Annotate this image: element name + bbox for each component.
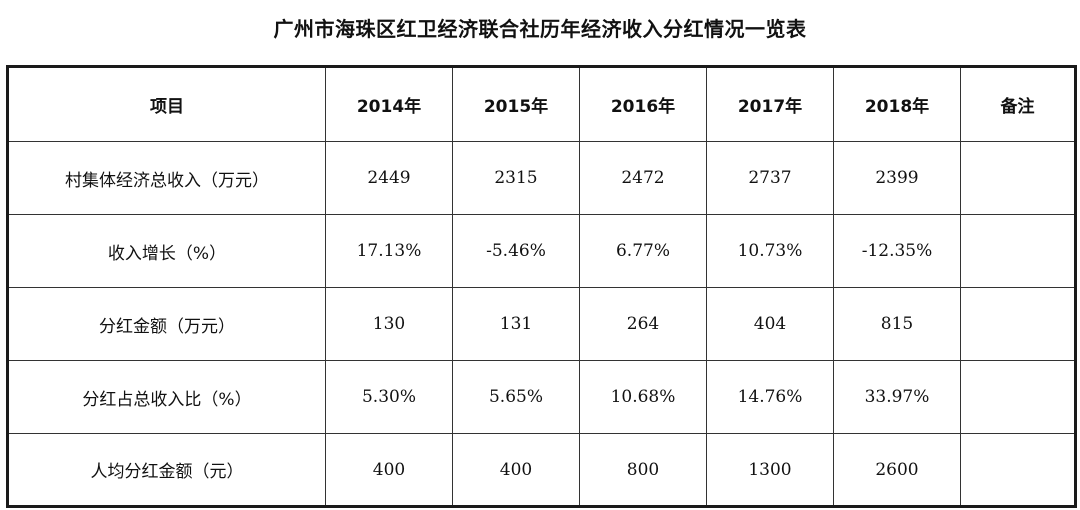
header-2015: 2015年: [452, 66, 580, 142]
table-header-row: 项目 2014年 2015年 2016年 2017年 2018年 备注: [7, 66, 1076, 142]
cell-2016: 264: [579, 287, 707, 361]
table-row-dividend-amount: 分红金额（万元） 130 131 264 404 815: [7, 287, 1076, 361]
header-2018: 2018年: [833, 66, 961, 142]
cell-2015: 400: [452, 433, 580, 507]
cell-2016: 800: [579, 433, 707, 507]
table-row-per-capita-dividend: 人均分红金额（元） 400 400 800 1300 2600: [7, 433, 1076, 507]
cell-2014: 2449: [325, 141, 453, 215]
row-label: 分红占总收入比（%）: [7, 360, 326, 434]
cell-2017: 14.76%: [706, 360, 834, 434]
cell-note: [960, 141, 1076, 215]
cell-note: [960, 214, 1076, 288]
cell-2017: 1300: [706, 433, 834, 507]
cell-2018: -12.35%: [833, 214, 961, 288]
cell-2016: 6.77%: [579, 214, 707, 288]
cell-2018: 2399: [833, 141, 961, 215]
cell-2018: 33.97%: [833, 360, 961, 434]
dividend-table: 项目 2014年 2015年 2016年 2017年 2018年 备注 村集体经…: [6, 65, 1077, 508]
cell-2018: 815: [833, 287, 961, 361]
cell-2017: 2737: [706, 141, 834, 215]
cell-2018: 2600: [833, 433, 961, 507]
cell-note: [960, 287, 1076, 361]
header-2017: 2017年: [706, 66, 834, 142]
cell-2015: 5.65%: [452, 360, 580, 434]
header-note: 备注: [960, 66, 1076, 142]
cell-note: [960, 360, 1076, 434]
cell-2017: 404: [706, 287, 834, 361]
row-label: 收入增长（%）: [7, 214, 326, 288]
row-label: 人均分红金额（元）: [7, 433, 326, 507]
cell-2014: 400: [325, 433, 453, 507]
row-label: 分红金额（万元）: [7, 287, 326, 361]
header-2014: 2014年: [325, 66, 453, 142]
cell-2016: 10.68%: [579, 360, 707, 434]
cell-2014: 5.30%: [325, 360, 453, 434]
cell-2016: 2472: [579, 141, 707, 215]
cell-note: [960, 433, 1076, 507]
header-2016: 2016年: [579, 66, 707, 142]
cell-2017: 10.73%: [706, 214, 834, 288]
cell-2015: 131: [452, 287, 580, 361]
cell-2015: 2315: [452, 141, 580, 215]
table-row-dividend-ratio: 分红占总收入比（%） 5.30% 5.65% 10.68% 14.76% 33.…: [7, 360, 1076, 434]
table-row-total-income: 村集体经济总收入（万元） 2449 2315 2472 2737 2399: [7, 141, 1076, 215]
cell-2015: -5.46%: [452, 214, 580, 288]
row-label: 村集体经济总收入（万元）: [7, 141, 326, 215]
cell-2014: 130: [325, 287, 453, 361]
table-row-income-growth: 收入增长（%） 17.13% -5.46% 6.77% 10.73% -12.3…: [7, 214, 1076, 288]
cell-2014: 17.13%: [325, 214, 453, 288]
header-item: 项目: [7, 66, 326, 142]
page-title: 广州市海珠区红卫经济联合社历年经济收入分红情况一览表: [273, 17, 807, 41]
